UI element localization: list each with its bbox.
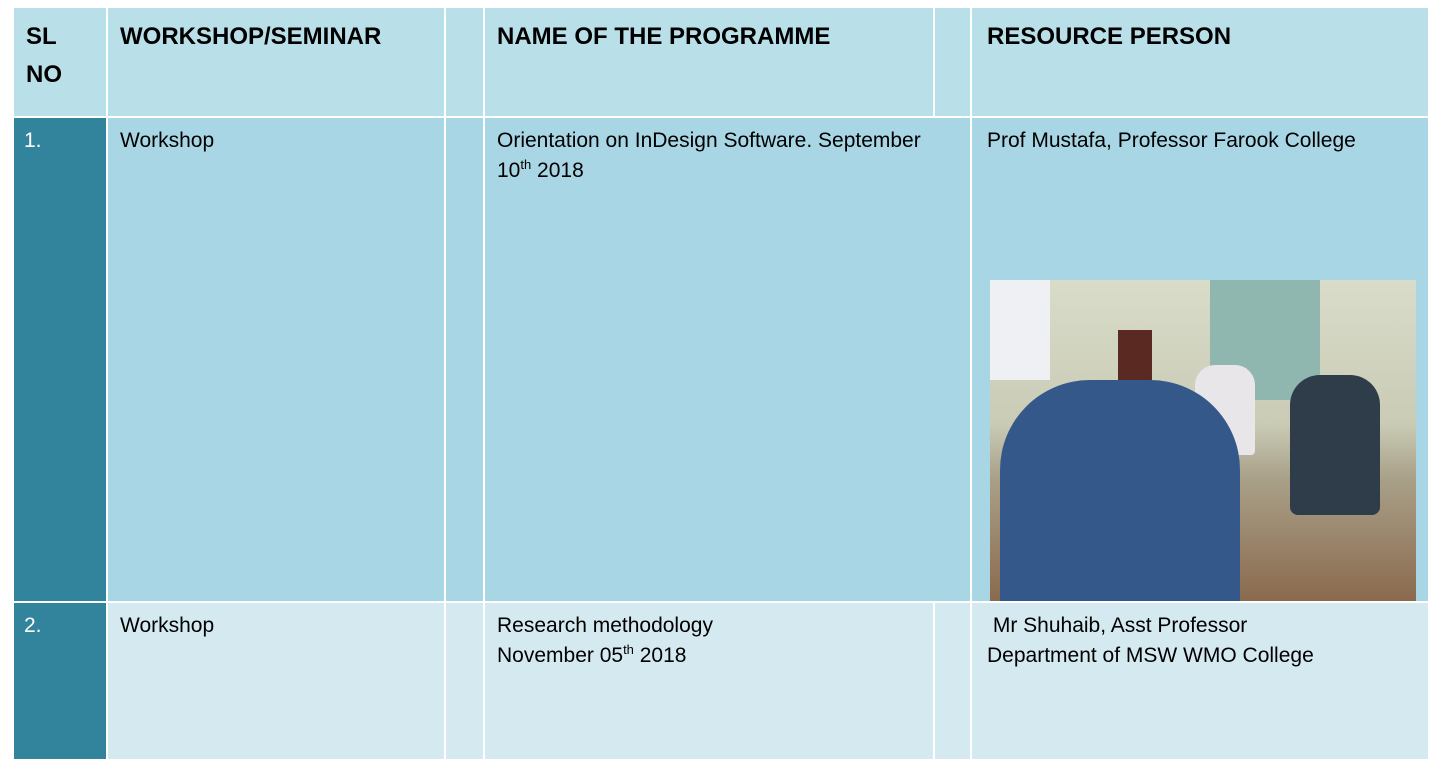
programme-cell: Orientation on InDesign Software. Septem… bbox=[485, 118, 972, 603]
type-cell: Workshop bbox=[108, 603, 446, 761]
header-cell: SL NO bbox=[14, 8, 108, 118]
person bbox=[1290, 375, 1380, 515]
empty-cell bbox=[446, 603, 485, 761]
ordinal-suffix: th bbox=[520, 157, 532, 172]
programme-text: Orientation on InDesign Software. Septem… bbox=[497, 129, 921, 182]
programme-text: November 05 bbox=[497, 644, 624, 667]
type-cell: Workshop bbox=[108, 118, 446, 603]
empty-cell bbox=[446, 118, 485, 603]
empty-cell bbox=[935, 603, 972, 761]
sl-cell: 2. bbox=[14, 603, 108, 761]
programme-text: 2018 bbox=[531, 159, 584, 182]
resource-cell: Mr Shuhaib, Asst Professor Department of… bbox=[972, 603, 1430, 761]
programme-text: 2018 bbox=[633, 644, 687, 667]
ordinal-suffix: th bbox=[623, 642, 634, 657]
projector-screen bbox=[990, 280, 1050, 380]
workshop-photo bbox=[990, 280, 1416, 601]
header-cell bbox=[446, 8, 485, 118]
header-cell: RESOURCE PERSON bbox=[972, 8, 1430, 118]
header-cell: NAME OF THE PROGRAMME bbox=[485, 8, 935, 118]
programme-cell: Research methodology November 05th 2018 bbox=[485, 603, 935, 761]
person bbox=[1000, 380, 1240, 601]
sl-cell: 1. bbox=[14, 118, 108, 603]
header-cell: WORKSHOP/SEMINAR bbox=[108, 8, 446, 118]
header-cell bbox=[935, 8, 972, 118]
programme-text: Research methodology bbox=[497, 614, 713, 637]
